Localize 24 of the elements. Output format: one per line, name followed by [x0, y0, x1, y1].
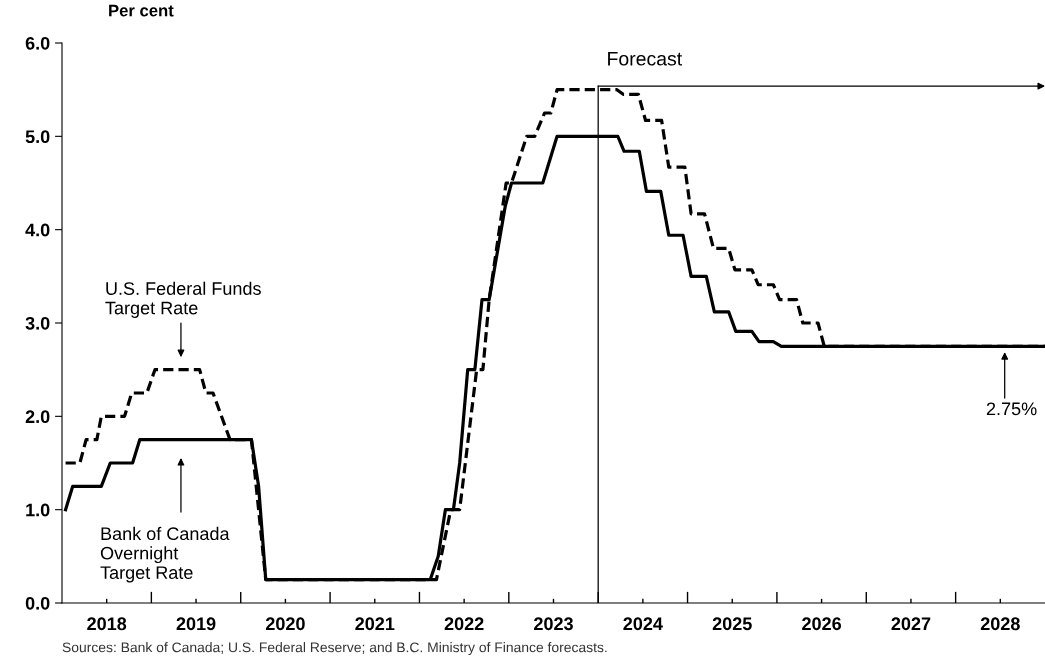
- y-tick-label: 0.0: [25, 596, 50, 610]
- ref-line-label: Forecast: [608, 52, 683, 66]
- y-tick-label: 2.0: [25, 410, 50, 424]
- y-tick-label: 3.0: [25, 316, 50, 330]
- x-tick-label: 2026: [802, 617, 842, 631]
- x-tick-label: 2020: [265, 617, 305, 631]
- y-tick-label: 5.0: [25, 130, 50, 144]
- x-tick-label: 2018: [87, 617, 127, 631]
- y-axis-title: Per cent: [109, 4, 174, 17]
- x-tick-label: 2028: [980, 617, 1020, 631]
- x-tick-label: 2021: [355, 617, 395, 631]
- y-tick-label: 1.0: [26, 503, 50, 517]
- source-note: Sources: Bank of Canada; U.S. Federal Reserve; and B.C. Ministry of Finance forecasts.: [62, 642, 607, 655]
- x-tick-label: 2022: [444, 617, 484, 631]
- annotation: U.S. Federal Funds Target Rate: [105, 281, 261, 318]
- x-tick-label: 2025: [712, 617, 752, 631]
- y-tick-label: 6.0: [25, 36, 50, 50]
- annotation: 2.75%: [986, 402, 1037, 416]
- annotation: Bank of Canada Overnight Target Rate: [100, 526, 230, 583]
- x-tick-label: 2019: [176, 617, 216, 631]
- x-tick-label: 2027: [891, 617, 931, 631]
- y-tick-label: 4.0: [25, 223, 50, 237]
- x-tick-label: 2024: [623, 617, 663, 631]
- x-tick-label: 2023: [534, 617, 573, 631]
